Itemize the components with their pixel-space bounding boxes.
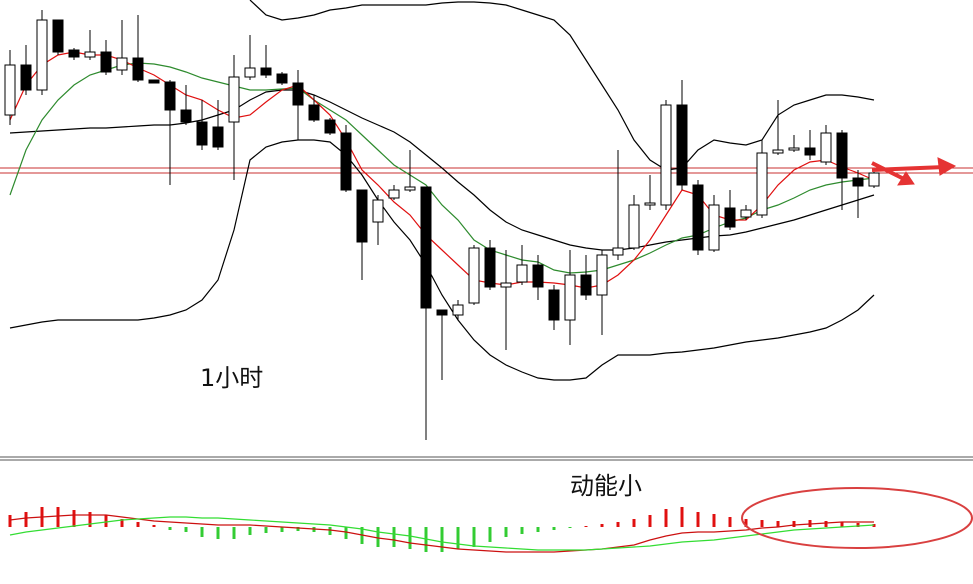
indicator-line (249, 0, 875, 171)
candle-body (708, 204, 720, 251)
candle-body (676, 104, 688, 186)
candle-body (180, 109, 192, 123)
candle-body (436, 309, 448, 316)
candle-body (628, 204, 640, 249)
candle-body (820, 132, 832, 163)
highlight-ellipse (741, 487, 973, 549)
candle-body (756, 152, 768, 216)
candle-body (388, 189, 400, 199)
candle-body (372, 199, 384, 223)
candle-body (612, 247, 624, 256)
price-panel (0, 0, 973, 440)
candle-body (500, 282, 512, 288)
candle-body (260, 67, 272, 76)
candle-body (468, 247, 480, 304)
candle-body (100, 51, 112, 73)
candle-body (196, 121, 208, 146)
candle-body (484, 247, 496, 288)
candle-body (340, 132, 352, 191)
candle-body (20, 64, 32, 91)
candle-body (308, 104, 320, 121)
candle-body (724, 207, 736, 228)
candle-body (212, 126, 224, 148)
candle-body (68, 49, 80, 58)
candle-body (356, 189, 368, 243)
candle-body (292, 82, 304, 106)
candle-body (836, 132, 848, 179)
candle-body (660, 104, 672, 206)
candle-body (132, 57, 144, 81)
candle-body (532, 264, 544, 288)
candle-body (516, 264, 528, 283)
candle-body (740, 209, 752, 218)
annotation: 动能小 (570, 472, 642, 500)
candle-body (452, 304, 464, 316)
candle-body (580, 274, 592, 296)
candle-body (148, 79, 160, 84)
candle-body (788, 147, 800, 151)
candle-body (644, 202, 656, 206)
candle-body (548, 289, 560, 321)
candle-body (596, 254, 608, 296)
candle-body (164, 81, 176, 111)
indicator-line (9, 139, 875, 381)
candle-body (804, 147, 816, 156)
candle-body (52, 19, 64, 53)
candle-body (420, 186, 432, 309)
candle-body (276, 73, 288, 84)
candle-body (324, 119, 336, 134)
candle-body (868, 172, 880, 187)
signal-line (9, 516, 875, 551)
candle-body (404, 186, 416, 191)
candle-body (4, 64, 16, 116)
momentum-panel (8, 507, 876, 553)
candle-body (36, 19, 48, 91)
candle-body (564, 274, 576, 321)
candle-body (116, 57, 128, 71)
candle-body (244, 67, 256, 78)
candle-body (852, 177, 864, 187)
candle-body (84, 51, 96, 58)
indicator-line (9, 89, 875, 251)
candle-body (228, 76, 240, 123)
arrow (871, 157, 957, 186)
signal-line (9, 514, 874, 553)
candle-body (692, 184, 704, 251)
candle-body (772, 149, 784, 154)
annotation: 1小时 (200, 364, 263, 392)
indicator-line (9, 51, 875, 289)
